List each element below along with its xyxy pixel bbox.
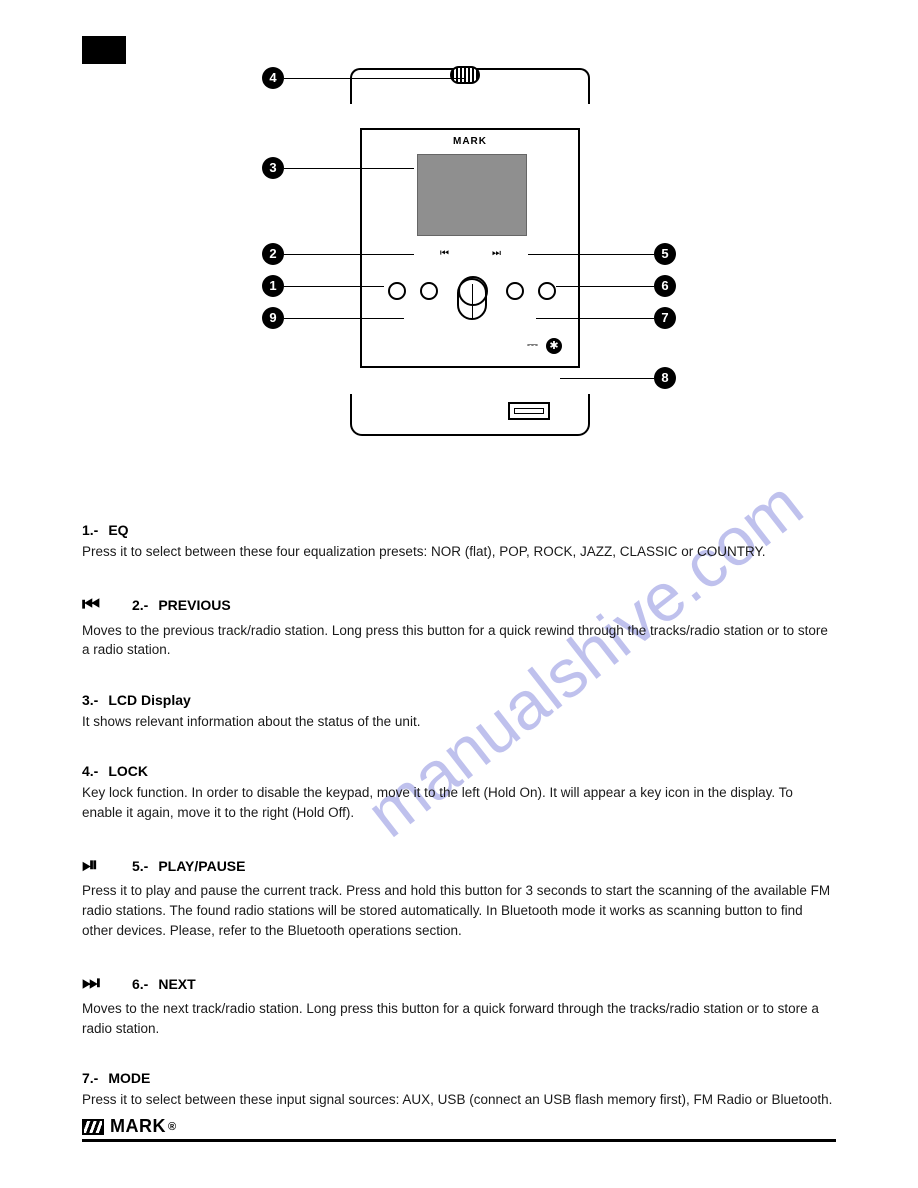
callout-7: 7: [654, 307, 676, 329]
section-4-num: 4.-: [82, 763, 98, 779]
port-icons: ⎓ ✱: [527, 336, 562, 354]
section-7-num: 7.-: [82, 1070, 98, 1086]
device-bottom-edge: [350, 394, 590, 436]
callout-1: 1: [262, 275, 284, 297]
callout-2: 2: [262, 243, 284, 265]
footer-brand: MARK ®: [82, 1116, 836, 1137]
section-6-heading: ⏭ 6.- NEXT: [82, 972, 836, 995]
device-face: MARK ⏮ ⏭ ⎓ ✱: [360, 128, 580, 368]
brand-stripes-icon: [82, 1119, 104, 1135]
section-5-title: PLAY/PAUSE: [158, 858, 245, 874]
footer-reg-mark: ®: [168, 1121, 177, 1133]
next-button: [506, 282, 524, 300]
play-pause-icon: ⏯: [82, 854, 122, 877]
section-5-heading: ⏯ 5.- PLAY/PAUSE: [82, 854, 836, 877]
section-3-heading: 3.- LCD Display: [82, 692, 836, 708]
callout-6: 6: [654, 275, 676, 297]
section-6-title: NEXT: [158, 976, 195, 992]
callout-8: 8: [654, 367, 676, 389]
section-1-num: 1.-: [82, 522, 98, 538]
next-icon: ⏭: [82, 972, 122, 995]
section-2-num: 2.-: [132, 597, 148, 613]
usb-port: [508, 402, 550, 420]
page-footer: MARK ®: [82, 1116, 836, 1142]
section-1-body: Press it to select between these four eq…: [82, 542, 836, 562]
leader-4: [284, 78, 464, 79]
prev-track-icon: ⏮: [440, 248, 449, 259]
section-4-body: Key lock function. In order to disable t…: [82, 783, 836, 822]
callout-9: 9: [262, 307, 284, 329]
device-screen: [417, 154, 527, 236]
mode-button: [538, 282, 556, 300]
section-2-heading: ⏮ 2.- PREVIOUS: [82, 594, 836, 617]
section-6-body: Moves to the next track/radio station. L…: [82, 999, 836, 1038]
section-5-num: 5.-: [132, 858, 148, 874]
section-4-title: LOCK: [108, 763, 148, 779]
manual-text-content: 1.- EQ Press it to select between these …: [82, 490, 836, 1110]
section-2-title: PREVIOUS: [158, 597, 230, 613]
section-4-heading: 4.- LOCK: [82, 763, 836, 779]
section-3-num: 3.-: [82, 692, 98, 708]
volume-knob: [457, 278, 487, 320]
section-7-body: Press it to select between these input s…: [82, 1090, 836, 1110]
section-3-body: It shows relevant information about the …: [82, 712, 836, 732]
section-2-body: Moves to the previous track/radio statio…: [82, 621, 836, 660]
section-3-title: LCD Display: [108, 692, 190, 708]
prev-button: [420, 282, 438, 300]
section-5-body: Press it to play and pause the current t…: [82, 881, 836, 940]
usb-icon: ⎓: [527, 336, 538, 352]
eq-button: [388, 282, 406, 300]
device-diagram: 4 3 2 1 9 5 6 7 8 MARK ⏮ ⏭ ⎓ ✱: [260, 58, 680, 448]
footer-rule: [82, 1139, 836, 1142]
section-7-title: MODE: [108, 1070, 150, 1086]
section-7-heading: 7.- MODE: [82, 1070, 836, 1086]
footer-brand-text: MARK: [110, 1116, 166, 1137]
lock-slider: [450, 66, 480, 84]
previous-icon: ⏮: [82, 594, 122, 617]
section-1-title: EQ: [108, 522, 128, 538]
next-track-icon: ⏭: [492, 248, 501, 259]
leader-8: [560, 378, 654, 379]
callout-4: 4: [262, 67, 284, 89]
callout-5: 5: [654, 243, 676, 265]
header-black-box: [82, 36, 126, 64]
section-1-heading: 1.- EQ: [82, 522, 836, 538]
device-brand-label: MARK: [362, 136, 578, 147]
section-6-num: 6.-: [132, 976, 148, 992]
callout-3: 3: [262, 157, 284, 179]
bluetooth-icon: ✱: [546, 338, 562, 354]
